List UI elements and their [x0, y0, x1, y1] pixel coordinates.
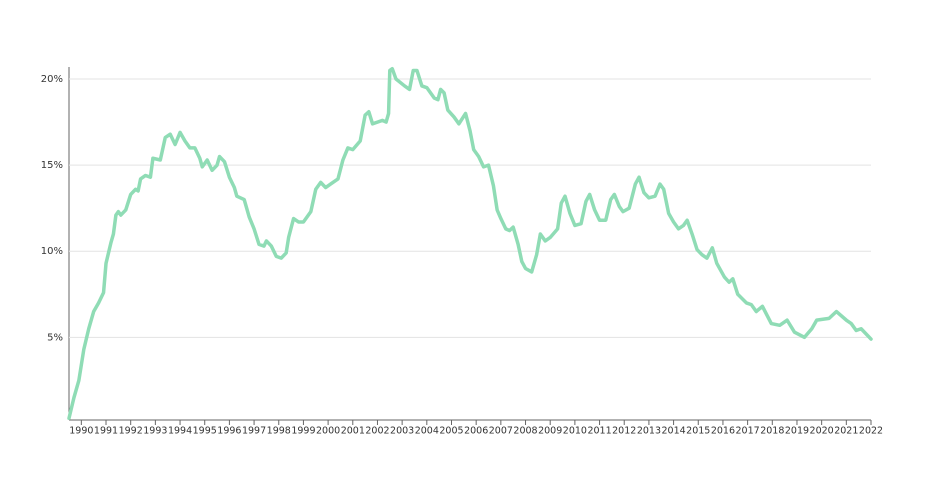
x-tick-label: 1991 — [94, 426, 118, 437]
x-tick-label: 2018 — [760, 426, 784, 437]
x-tick-label: 2003 — [390, 426, 414, 437]
x-tick-label: 2000 — [316, 426, 340, 437]
y-tick-label: 20% — [41, 74, 63, 85]
x-tick-label: 2010 — [563, 426, 587, 437]
x-tick-label: 1995 — [193, 426, 217, 437]
x-tick-label: 1994 — [168, 426, 192, 437]
x-tick-label: 1993 — [143, 426, 167, 437]
x-tick-label: 2017 — [736, 426, 760, 437]
x-tick-label: 2006 — [464, 426, 488, 437]
x-tick-label: 2021 — [834, 426, 858, 437]
x-tick-label: 1996 — [217, 426, 241, 437]
x-tick-label: 2009 — [538, 426, 562, 437]
x-tick-label: 2008 — [513, 426, 537, 437]
x-tick-label: 1992 — [119, 426, 143, 437]
x-tick-label: 2012 — [612, 426, 636, 437]
data-line — [67, 66, 873, 421]
x-tick-label: 2002 — [365, 426, 389, 437]
x-tick-label: 2016 — [711, 426, 735, 437]
x-tick-label: 2001 — [341, 426, 365, 437]
x-tick-label: 2004 — [415, 426, 439, 437]
x-tick-label: 2022 — [859, 426, 883, 437]
x-tick-label: 2011 — [587, 426, 611, 437]
x-tick-label: 2014 — [661, 426, 685, 437]
x-tick-label: 2013 — [637, 426, 661, 437]
x-tick-label: 2020 — [810, 426, 834, 437]
x-tick-label: 2015 — [686, 426, 710, 437]
x-tick-label: 2005 — [439, 426, 463, 437]
x-tick-label: 2007 — [489, 426, 513, 437]
y-tick-label: 15% — [41, 160, 63, 171]
y-tick-label: 10% — [41, 246, 63, 257]
x-tick-label: 1997 — [242, 426, 266, 437]
x-tick-label: 1990 — [69, 426, 93, 437]
x-tick-label: 1998 — [267, 426, 291, 437]
x-tick-label: 1999 — [291, 426, 315, 437]
x-tick-label: 2019 — [785, 426, 809, 437]
y-tick-label: 5% — [47, 332, 63, 343]
